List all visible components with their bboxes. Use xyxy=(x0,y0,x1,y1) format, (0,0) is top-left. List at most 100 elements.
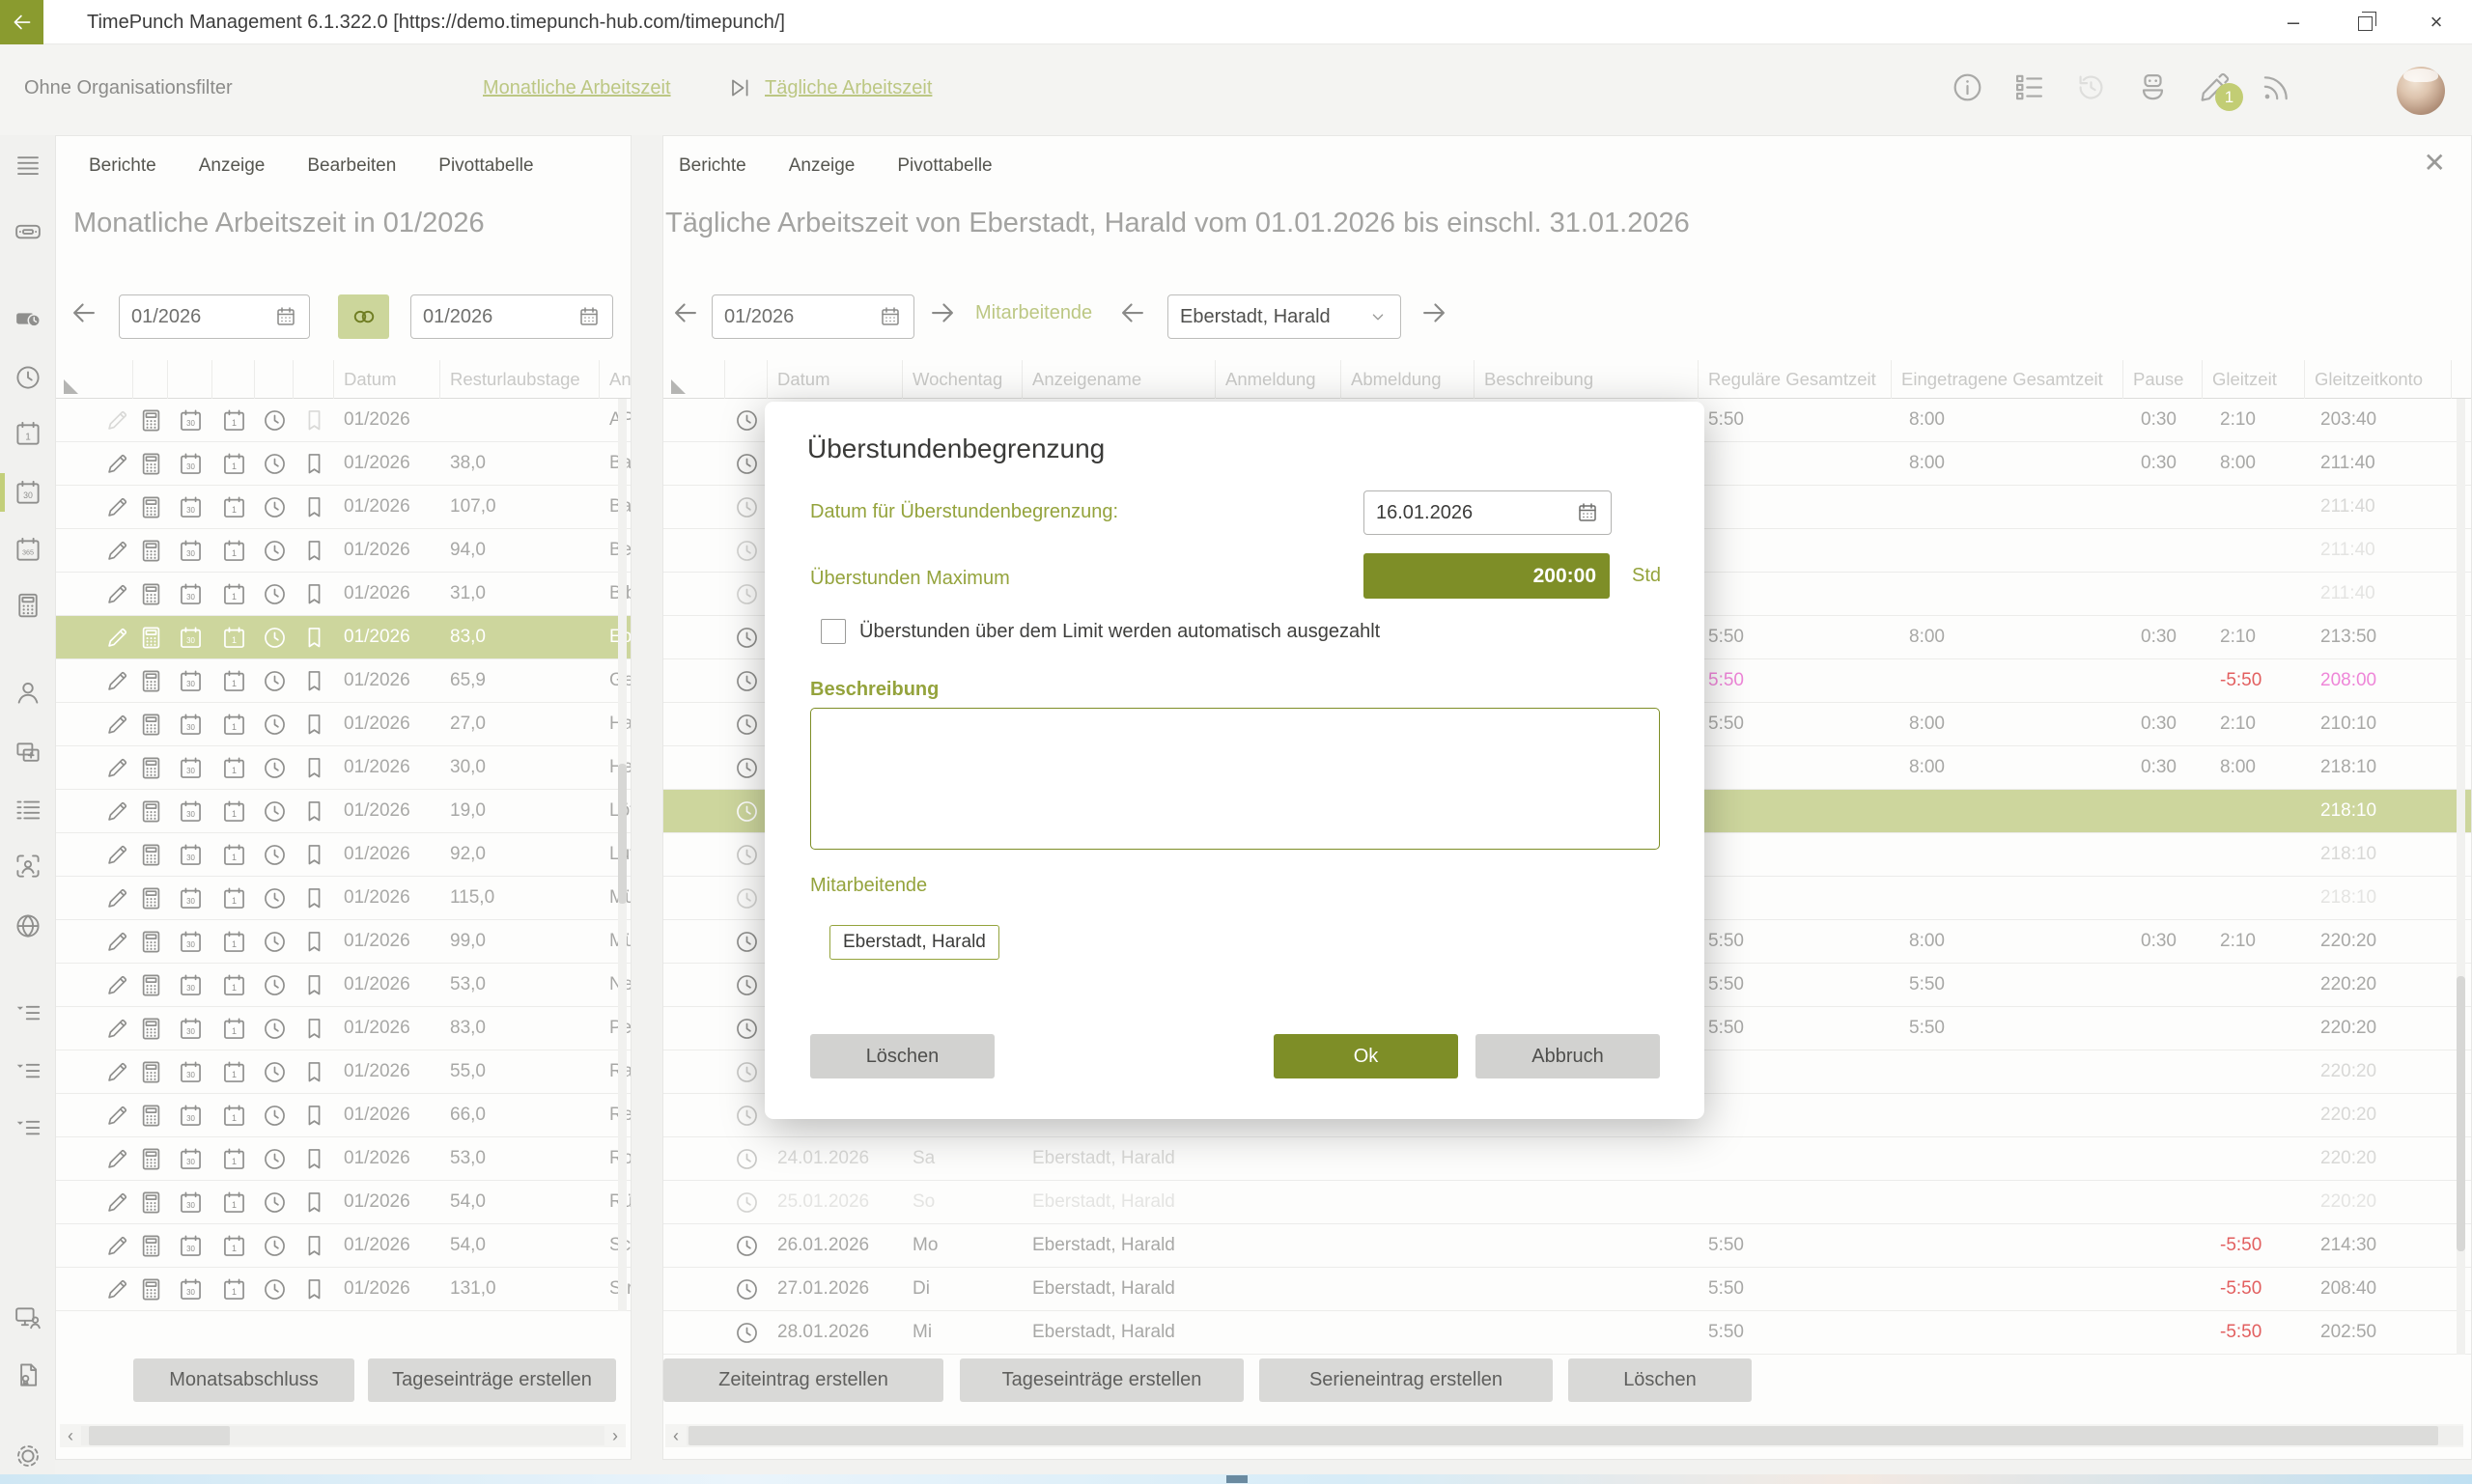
rss-icon[interactable] xyxy=(2260,70,2293,104)
calendar-month-icon[interactable] xyxy=(168,1007,212,1050)
calendar-month-icon[interactable] xyxy=(168,790,212,832)
clock-icon[interactable] xyxy=(255,920,294,963)
calendar-month-icon[interactable] xyxy=(168,1050,212,1093)
calendar-day-icon[interactable] xyxy=(212,1268,255,1310)
scrollbar-thumb[interactable] xyxy=(688,1426,2438,1445)
bookmark-icon[interactable] xyxy=(294,1050,334,1093)
clock-icon[interactable] xyxy=(255,964,294,1006)
left-horizontal-scrollbar[interactable]: ‹ › xyxy=(60,1424,626,1447)
monthly-table-row[interactable]: 01/2026 83,0 Ebers xyxy=(56,616,631,659)
clock-icon[interactable] xyxy=(725,833,768,876)
calendar-day-icon[interactable] xyxy=(212,659,255,702)
monthly-table-row[interactable]: 01/2026 31,0 Biber xyxy=(56,573,631,616)
calendar-month-icon[interactable] xyxy=(168,573,212,615)
employees-icon[interactable] xyxy=(0,676,55,709)
previous-period-arrow[interactable] xyxy=(669,296,702,329)
calculator-icon[interactable] xyxy=(133,529,168,572)
calendar-day-icon[interactable] xyxy=(212,442,255,485)
edit-pencil-icon[interactable] xyxy=(100,529,133,572)
filter-list-icon[interactable] xyxy=(0,1054,55,1087)
clock-icon[interactable] xyxy=(725,1181,768,1223)
monthly-table-row[interactable]: 01/2026 APunkt xyxy=(56,399,631,442)
calculator-icon[interactable] xyxy=(133,703,168,745)
calendar-month-icon[interactable] xyxy=(168,746,212,789)
scrollbar-thumb[interactable] xyxy=(618,764,627,904)
bookmark-icon[interactable] xyxy=(294,616,334,658)
calculator-icon[interactable] xyxy=(133,573,168,615)
monthly-table-row[interactable]: 01/2026 83,0 Peters xyxy=(56,1007,631,1050)
monthly-table-row[interactable]: 01/2026 19,0 Löffl xyxy=(56,790,631,833)
clock-icon[interactable] xyxy=(725,1137,768,1180)
presence-scan-icon[interactable] xyxy=(0,850,55,882)
next-period-arrow[interactable] xyxy=(926,296,959,329)
bookmark-icon[interactable] xyxy=(294,964,334,1006)
monthly-table-row[interactable]: 01/2026 54,0 Rübe xyxy=(56,1181,631,1224)
monthly-table-row[interactable]: 01/2026 55,0 Ralle xyxy=(56,1050,631,1094)
calendar-day-icon[interactable] xyxy=(0,417,55,450)
calculator-icon[interactable] xyxy=(133,1181,168,1223)
monatsabschluss-button[interactable]: Monatsabschluss xyxy=(133,1358,354,1402)
description-textarea[interactable] xyxy=(810,708,1660,850)
calculator-icon[interactable] xyxy=(133,659,168,702)
calendar-month-icon[interactable] xyxy=(0,473,55,512)
calendar-month-icon[interactable] xyxy=(168,399,212,441)
calculator-icon[interactable] xyxy=(133,1268,168,1310)
clock-icon[interactable] xyxy=(255,1094,294,1136)
bookmark-icon[interactable] xyxy=(294,573,334,615)
clock-icon[interactable] xyxy=(255,616,294,658)
max-overtime-input[interactable]: 200:00 xyxy=(1363,553,1610,599)
clock-icon[interactable] xyxy=(725,486,768,528)
tageseintraege-erstellen-button[interactable]: Tageseinträge erstellen xyxy=(368,1358,616,1402)
tab-berichte[interactable]: Berichte xyxy=(679,155,746,176)
loeschen-button[interactable]: Löschen xyxy=(1568,1358,1752,1402)
monthly-table-row[interactable]: 01/2026 65,9 Gerst xyxy=(56,659,631,703)
edit-pencil-icon[interactable] xyxy=(100,1224,133,1267)
clock-icon[interactable] xyxy=(255,1050,294,1093)
calendar-month-icon[interactable] xyxy=(168,1137,212,1180)
calculator-icon[interactable] xyxy=(133,616,168,658)
edit-pencil-icon[interactable] xyxy=(100,1181,133,1223)
edit-pencil-icon[interactable] xyxy=(100,790,133,832)
previous-employee-arrow[interactable] xyxy=(1116,296,1149,329)
punch-terminal-icon[interactable] xyxy=(0,215,55,248)
monthly-table-row[interactable]: 01/2026 94,0 Berge xyxy=(56,529,631,573)
calculator-icon[interactable] xyxy=(133,399,168,441)
calculator-icon[interactable] xyxy=(133,964,168,1006)
tab-anzeige[interactable]: Anzeige xyxy=(198,155,266,176)
clock-icon[interactable] xyxy=(255,1224,294,1267)
calendar-month-icon[interactable] xyxy=(168,877,212,919)
bookmark-icon[interactable] xyxy=(294,920,334,963)
next-employee-arrow[interactable] xyxy=(1418,296,1450,329)
calculator-icon[interactable] xyxy=(133,486,168,528)
bookmark-icon[interactable] xyxy=(294,877,334,919)
calendar-month-icon[interactable] xyxy=(168,1094,212,1136)
clock-icon[interactable] xyxy=(255,529,294,572)
calculator-icon[interactable] xyxy=(0,589,55,622)
monthly-table-row[interactable]: 01/2026 53,0 Rothe xyxy=(56,1137,631,1181)
edit-pencil-icon[interactable] xyxy=(100,486,133,528)
calculator-icon[interactable] xyxy=(133,877,168,919)
clock-icon[interactable] xyxy=(725,1050,768,1093)
assistant-robot-icon[interactable] xyxy=(2136,70,2170,104)
daily-table-row[interactable]: 24.01.2026 Sa Eberstadt, Harald 220:20 xyxy=(663,1137,2471,1181)
calculator-icon[interactable] xyxy=(133,442,168,485)
calculator-icon[interactable] xyxy=(133,1137,168,1180)
projects-icon[interactable] xyxy=(0,736,55,769)
calendar-day-icon[interactable] xyxy=(212,703,255,745)
tab-pivottabelle[interactable]: Pivottabelle xyxy=(897,155,993,176)
employee-tag[interactable]: Eberstadt, Harald xyxy=(829,925,999,960)
bookmark-icon[interactable] xyxy=(294,1007,334,1050)
panel-close-icon[interactable]: ✕ xyxy=(2423,148,2446,178)
certificate-document-icon[interactable] xyxy=(0,1358,55,1391)
monthly-table-row[interactable]: 01/2026 27,0 Hart xyxy=(56,703,631,746)
right-horizontal-scrollbar[interactable]: ‹ xyxy=(665,1424,2463,1447)
bookmark-icon[interactable] xyxy=(294,790,334,832)
scroll-left-arrow[interactable]: ‹ xyxy=(68,1425,73,1445)
info-icon[interactable] xyxy=(1951,70,1984,104)
clock-icon[interactable] xyxy=(725,529,768,572)
bookmark-icon[interactable] xyxy=(294,659,334,702)
monthly-table-row[interactable]: 01/2026 115,0 Müll xyxy=(56,877,631,920)
close-button[interactable]: × xyxy=(2430,10,2443,34)
calculator-icon[interactable] xyxy=(133,833,168,876)
calendar-month-icon[interactable] xyxy=(168,1181,212,1223)
